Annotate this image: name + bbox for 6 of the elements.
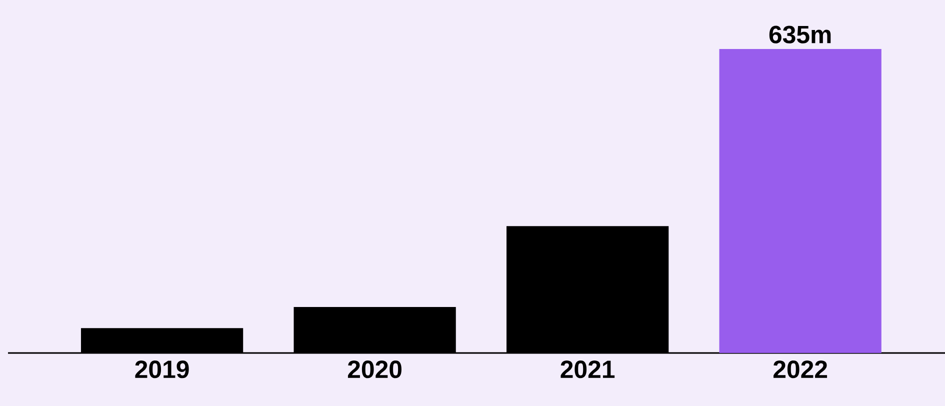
x-tick-label: 2019: [135, 360, 189, 378]
x-tick-label: 2021: [560, 360, 615, 378]
bar: [719, 48, 882, 353]
x-tick-label: 2022: [773, 360, 828, 378]
x-tick-label: 2020: [348, 360, 402, 378]
data-label: 635m: [769, 26, 831, 44]
